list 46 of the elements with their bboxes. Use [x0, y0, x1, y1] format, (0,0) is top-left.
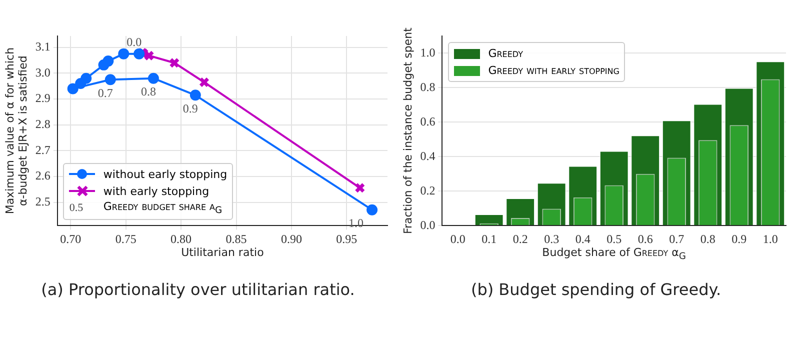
y-tick-label: 2.7 — [35, 142, 50, 157]
legend-label: with early stopping — [103, 184, 210, 198]
legend-label: without early stopping — [103, 168, 228, 181]
y-tick-label: 2.6 — [35, 168, 50, 183]
x-axis-title: Utilitarian ratio — [180, 246, 265, 259]
y-tick-label: 0.8 — [420, 80, 436, 94]
annotation: 0.7 — [98, 86, 113, 100]
x-tick-label: 0.9 — [732, 232, 747, 246]
text: (b) Budget spending of Greedy. — [470, 280, 722, 299]
y-tick-label: 0.0 — [420, 218, 436, 232]
y-tick-label: 2.8 — [35, 117, 50, 132]
x-tick-label: 0.70 — [60, 232, 82, 246]
x-tick-label: 0.85 — [226, 232, 247, 246]
x-axis-title: Budget share of Greedy α$_{G}$ — [541, 246, 687, 262]
x-tick-label: 0.75 — [115, 232, 136, 246]
x-tick-label: 1.0 — [762, 232, 778, 246]
y-axis-title: Maximum value of α for which α-budget EJR+X is satisfied — [3, 47, 30, 214]
x-tick-label: 0.4 — [575, 232, 590, 246]
x-tick-label: 0.7 — [669, 232, 684, 246]
text: (a) Proportionality over utilitarian ratio. — [40, 280, 356, 299]
annotation: 0.8 — [140, 84, 156, 99]
legend-label: Greedy with early stopping — [488, 64, 620, 77]
y-tick-label: 1.0 — [420, 45, 436, 60]
annotation: Greedy budget share α$_{G}$ — [103, 200, 222, 216]
y-tick-label: 2.9 — [35, 91, 50, 106]
annotation: 0.9 — [182, 101, 198, 116]
x-tick-label: 0.0 — [450, 232, 466, 246]
annotation: 0.5 — [69, 202, 84, 214]
x-tick-label: 0.5 — [606, 232, 622, 246]
x-tick-label: 0.1 — [482, 232, 497, 246]
x-tick-label: 0.6 — [638, 232, 653, 246]
y-tick-label: 0.2 — [420, 183, 436, 198]
legend-label: Greedy — [488, 47, 523, 60]
x-tick-label: 0.2 — [512, 232, 528, 246]
y-tick-label: 3.0 — [35, 65, 50, 80]
y-tick-label: 0.6 — [420, 114, 436, 128]
y-axis-title: Fraction of the instance budget spent — [401, 26, 414, 234]
annotation: 0.0 — [126, 34, 142, 49]
x-tick-label: 0.80 — [170, 232, 192, 246]
y-tick-label: 2.5 — [35, 194, 50, 209]
x-tick-label: 0.8 — [700, 232, 716, 246]
x-tick-label: 0.95 — [336, 232, 358, 246]
y-tick-label: 0.4 — [420, 148, 436, 163]
x-tick-label: 0.3 — [544, 232, 560, 246]
x-tick-label: 0.90 — [280, 232, 302, 246]
y-tick-label: 3.1 — [35, 40, 50, 54]
